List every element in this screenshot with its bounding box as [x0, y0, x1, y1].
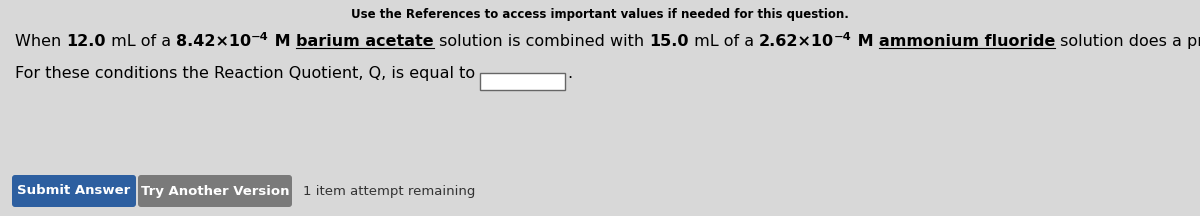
Text: Submit Answer: Submit Answer [17, 184, 131, 197]
Text: mL of a: mL of a [689, 34, 758, 49]
Text: Use the References to access important values if needed for this question.: Use the References to access important v… [352, 8, 848, 21]
FancyBboxPatch shape [138, 175, 292, 207]
Text: barium acetate: barium acetate [296, 34, 434, 49]
Text: M: M [269, 34, 296, 49]
Text: −4: −4 [251, 32, 269, 42]
Text: 1 item attempt remaining: 1 item attempt remaining [302, 184, 475, 197]
Text: ammonium fluoride: ammonium fluoride [878, 34, 1055, 49]
Text: Try Another Version: Try Another Version [140, 184, 289, 197]
Text: 8.42×10: 8.42×10 [176, 34, 251, 49]
FancyBboxPatch shape [12, 175, 136, 207]
Text: solution does a precipitate form?: solution does a precipitate form? [1055, 34, 1200, 49]
Text: For these conditions the Reaction Quotient, Q, is equal to: For these conditions the Reaction Quotie… [14, 66, 475, 81]
Text: M: M [852, 34, 878, 49]
Text: mL of a: mL of a [106, 34, 176, 49]
Text: solution is combined with: solution is combined with [434, 34, 649, 49]
Text: When: When [14, 34, 66, 49]
Text: −4: −4 [834, 32, 852, 42]
FancyBboxPatch shape [480, 73, 565, 90]
Text: 12.0: 12.0 [66, 34, 106, 49]
Text: .: . [568, 66, 572, 81]
Text: 2.62×10: 2.62×10 [758, 34, 834, 49]
Text: 15.0: 15.0 [649, 34, 689, 49]
